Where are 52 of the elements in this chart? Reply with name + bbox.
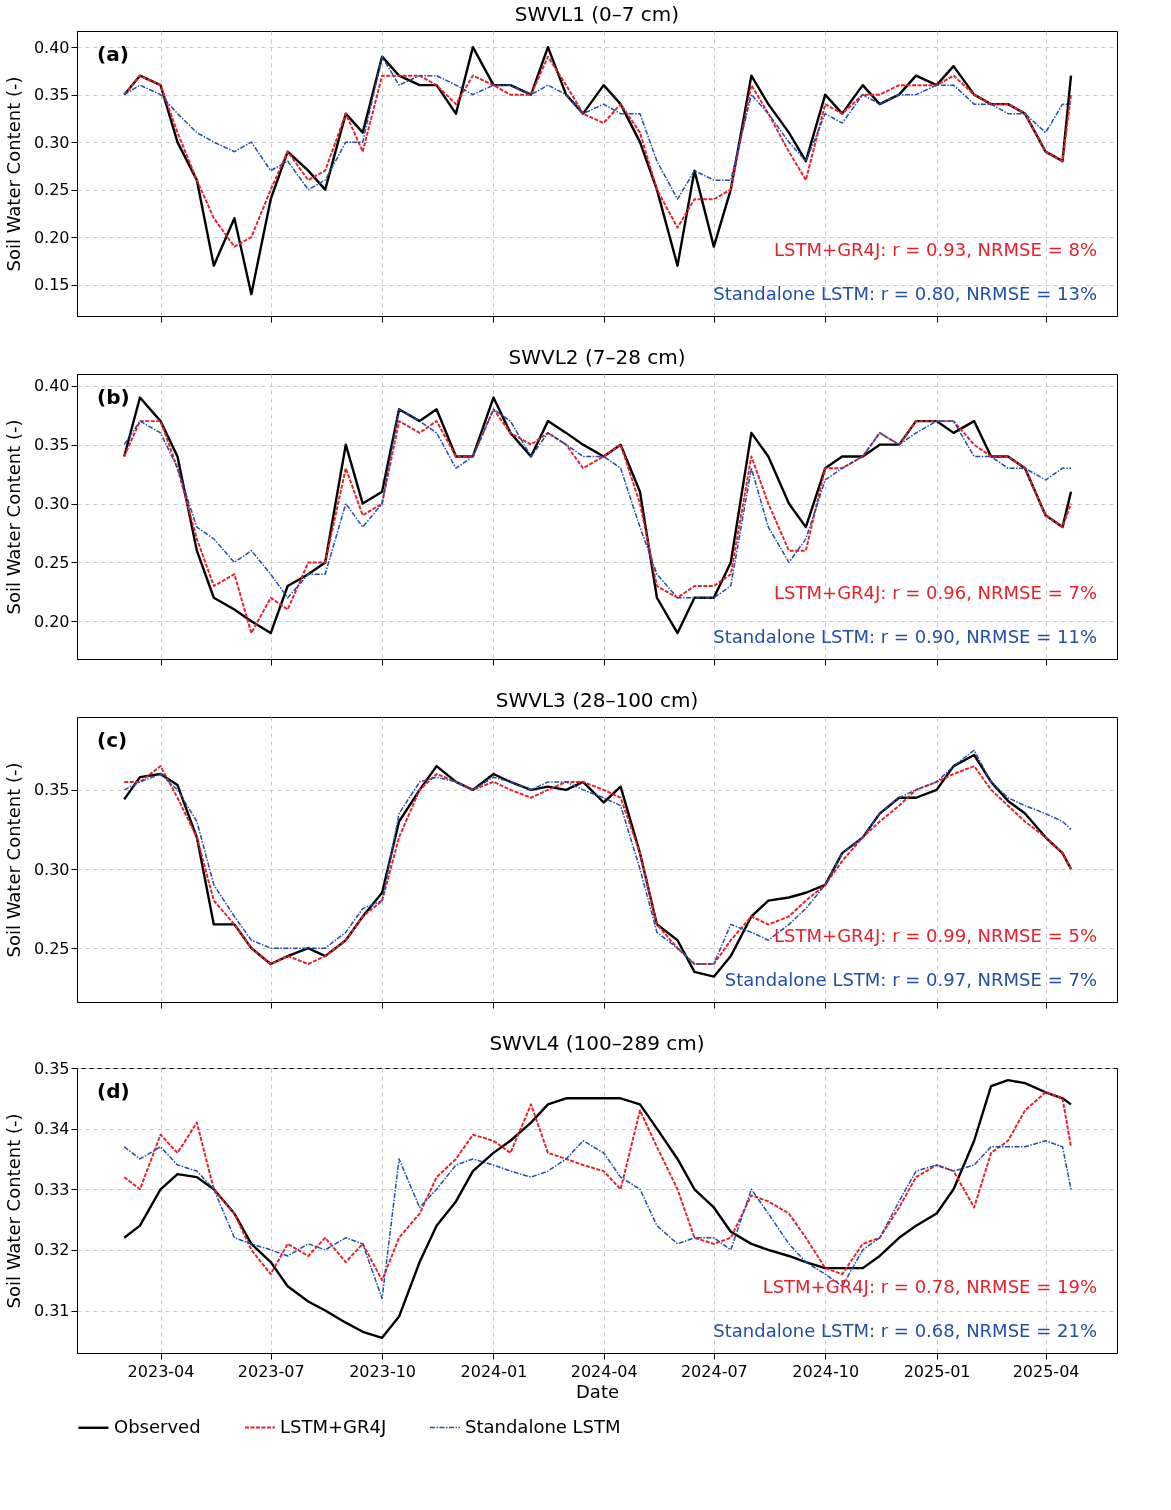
annotation: LSTM+GR4J: r = 0.99, NRMSE = 5% <box>774 925 1097 946</box>
annotation: LSTM+GR4J: r = 0.93, NRMSE = 8% <box>774 239 1097 260</box>
x-tick-label: 2024-01 <box>460 1361 528 1381</box>
x-tick-label: 2023-10 <box>349 1361 417 1381</box>
legend-label: LSTM+GR4J <box>280 1415 387 1437</box>
chart-title: SWVL1 (0–7 cm) <box>514 2 680 26</box>
y-tick-label: 0.34 <box>33 1119 70 1139</box>
y-tick-label: 0.33 <box>33 1179 70 1199</box>
annotation: (d) <box>97 1079 130 1103</box>
y-tick-label: 0.35 <box>33 85 70 105</box>
x-axis-title: Date <box>575 1380 620 1402</box>
y-axis-title: Soil Water Content (-) <box>2 762 24 958</box>
y-tick-label: 0.30 <box>33 494 70 514</box>
y-tick-label: 0.20 <box>33 611 70 631</box>
annotation: LSTM+GR4J: r = 0.78, NRMSE = 19% <box>762 1276 1097 1297</box>
legend-label: Observed <box>114 1415 201 1437</box>
x-tick-label: 2025-01 <box>903 1361 971 1381</box>
y-tick-label: 0.25 <box>33 552 70 572</box>
y-tick-label: 0.30 <box>33 132 70 152</box>
y-tick-label: 0.25 <box>33 938 70 958</box>
y-axis-title: Soil Water Content (-) <box>2 76 24 272</box>
y-tick-label: 0.20 <box>33 227 70 247</box>
y-tick-label: 0.30 <box>33 859 70 879</box>
annotation: Standalone LSTM: r = 0.97, NRMSE = 7% <box>724 969 1097 990</box>
y-tick-label: 0.25 <box>33 180 70 200</box>
annotation: Standalone LSTM: r = 0.80, NRMSE = 13% <box>713 283 1097 304</box>
y-tick-label: 0.35 <box>33 435 70 455</box>
x-tick-label: 2023-04 <box>127 1361 195 1381</box>
annotation: (b) <box>97 385 130 409</box>
x-tick-label: 2025-04 <box>1012 1361 1080 1381</box>
annotation: LSTM+GR4J: r = 0.96, NRMSE = 7% <box>774 582 1097 603</box>
x-tick-label: 2024-07 <box>680 1361 748 1381</box>
legend-label: Standalone LSTM <box>465 1415 621 1437</box>
annotation: Standalone LSTM: r = 0.90, NRMSE = 11% <box>713 626 1097 647</box>
chart-title: SWVL2 (7–28 cm) <box>508 345 686 369</box>
y-tick-label: 0.32 <box>33 1240 70 1260</box>
annotation: (a) <box>97 42 129 66</box>
y-tick-label: 0.35 <box>33 780 70 800</box>
chart-title: SWVL4 (100–289 cm) <box>489 1031 705 1055</box>
y-tick-label: 0.15 <box>33 275 70 295</box>
x-tick-label: 2024-10 <box>792 1361 860 1381</box>
annotation: Standalone LSTM: r = 0.68, NRMSE = 21% <box>713 1320 1097 1341</box>
y-axis-title: Soil Water Content (-) <box>2 419 24 615</box>
x-tick-label: 2024-04 <box>570 1361 638 1381</box>
y-tick-label: 0.31 <box>33 1301 70 1321</box>
x-tick-label: 2023-07 <box>237 1361 305 1381</box>
y-axis-title: Soil Water Content (-) <box>2 1113 24 1309</box>
chart-title: SWVL3 (28–100 cm) <box>495 688 699 712</box>
y-tick-label: 0.35 <box>33 1058 70 1078</box>
y-tick-label: 0.40 <box>33 37 70 57</box>
annotation: (c) <box>97 728 128 752</box>
y-tick-label: 0.40 <box>33 376 70 396</box>
